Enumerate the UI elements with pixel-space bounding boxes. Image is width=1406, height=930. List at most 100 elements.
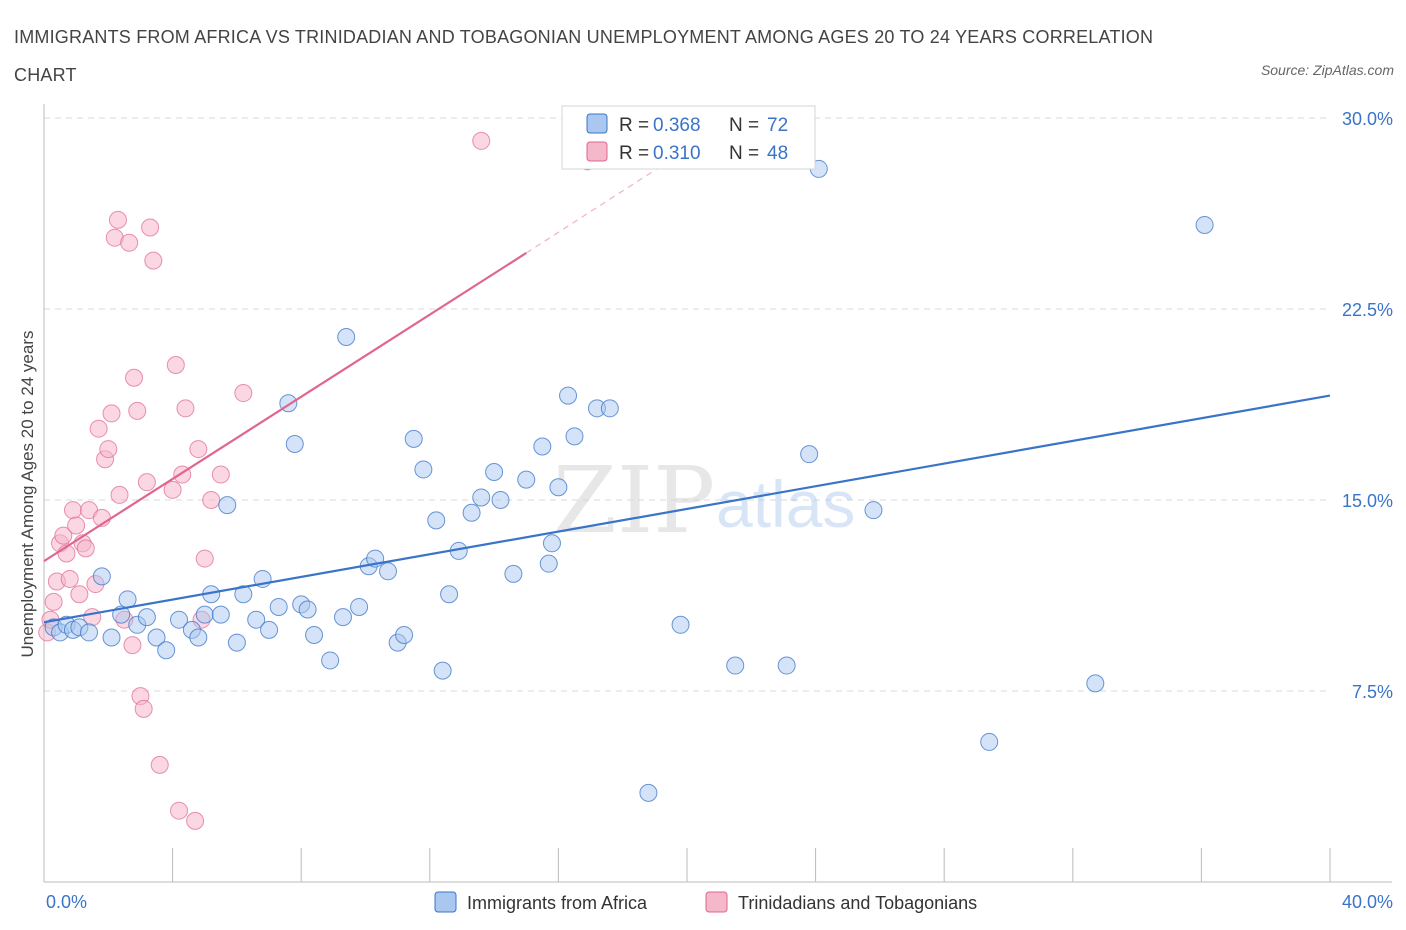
point-africa-9 xyxy=(118,590,137,609)
point-trinidadians-32 xyxy=(141,218,160,237)
legend-label-trinidad: Trinidadians and Tobagonians xyxy=(738,893,977,913)
point-africa-21 xyxy=(227,633,246,652)
stats-n-label-africa: N = xyxy=(729,115,759,136)
point-trinidadians-5 xyxy=(54,526,73,545)
point-trinidadians-41 xyxy=(189,440,208,459)
chart-title: IMMIGRANTS FROM AFRICA VS TRINIDADIAN AN… xyxy=(14,27,1154,85)
point-trinidadians-23 xyxy=(110,485,129,504)
point-trinidadians-37 xyxy=(170,801,189,820)
trendline-trinidadians-extension xyxy=(525,153,681,254)
point-africa-47 xyxy=(462,503,481,522)
stats-n-value-trinidad: 48 xyxy=(767,143,788,164)
point-trinidadians-45 xyxy=(234,384,253,403)
point-africa-61 xyxy=(600,399,619,418)
grid-lines xyxy=(44,117,1330,692)
point-trinidadians-16 xyxy=(89,419,108,438)
y-tick-label-3: 30.0% xyxy=(1342,109,1393,129)
trendline-trinidadians xyxy=(43,252,527,563)
point-trinidadians-8 xyxy=(63,501,82,520)
point-trinidadians-28 xyxy=(128,401,147,420)
point-africa-32 xyxy=(321,651,340,670)
point-africa-42 xyxy=(414,460,433,479)
point-africa-31 xyxy=(305,625,324,644)
point-africa-19 xyxy=(211,605,230,624)
series-trinidadians-points xyxy=(38,131,491,830)
point-africa-48 xyxy=(472,488,491,507)
point-africa-34 xyxy=(337,328,356,347)
point-africa-16 xyxy=(189,628,208,647)
point-trinidadians-26 xyxy=(123,636,142,655)
point-trinidadians-33 xyxy=(144,251,163,270)
point-trinidadians-20 xyxy=(102,404,121,423)
watermark-zip: ZIP xyxy=(553,447,715,554)
point-africa-17 xyxy=(195,605,214,624)
stats-r-value-africa: 0.368 xyxy=(653,115,701,136)
point-africa-50 xyxy=(491,491,510,509)
stats-r-value-trinidad: 0.310 xyxy=(653,143,701,164)
point-africa-55 xyxy=(542,534,561,553)
stats-swatch-africa xyxy=(586,113,608,134)
point-africa-30 xyxy=(298,600,317,619)
legend-swatch-africa xyxy=(434,891,457,913)
stats-legend: R = 0.368 N = 72 R = 0.310 N = 48 xyxy=(561,105,816,170)
point-africa-53 xyxy=(533,437,552,456)
point-africa-70 xyxy=(1086,674,1105,693)
point-trinidadians-31 xyxy=(137,473,156,492)
point-africa-33 xyxy=(333,608,352,627)
y-axis-label: Unemployment Among Ages 20 to 24 years xyxy=(18,331,37,658)
point-trinidadians-30 xyxy=(134,699,153,718)
point-trinidadians-7 xyxy=(60,569,79,588)
point-trinidadians-40 xyxy=(186,811,205,830)
point-africa-12 xyxy=(147,628,166,647)
point-africa-71 xyxy=(1195,215,1214,234)
point-trinidadians-27 xyxy=(125,368,144,387)
point-trinidadians-25 xyxy=(120,233,139,252)
point-africa-57 xyxy=(559,386,578,405)
point-trinidadians-35 xyxy=(163,480,182,499)
point-trinidadians-44 xyxy=(211,465,230,484)
point-africa-6 xyxy=(92,567,111,586)
point-africa-65 xyxy=(777,656,796,675)
stats-r-label-africa: R = xyxy=(619,115,649,136)
point-africa-63 xyxy=(671,615,690,634)
y-tick-label-2: 22.5% xyxy=(1342,300,1393,320)
point-africa-7 xyxy=(102,628,121,647)
point-africa-41 xyxy=(404,429,423,448)
point-trinidadians-36 xyxy=(166,356,185,375)
point-africa-52 xyxy=(517,470,536,489)
point-africa-51 xyxy=(504,564,523,583)
x-tick-labels: 0.0% 40.0% xyxy=(46,892,1393,912)
point-trinidadians-47 xyxy=(472,131,491,150)
point-africa-44 xyxy=(433,661,452,680)
point-africa-23 xyxy=(247,610,266,629)
point-trinidadians-39 xyxy=(176,399,195,418)
point-africa-62 xyxy=(639,783,658,802)
point-africa-69 xyxy=(980,732,999,751)
x-tick-label-min: 0.0% xyxy=(46,892,87,912)
point-africa-43 xyxy=(427,511,446,530)
point-trinidadians-43 xyxy=(202,491,221,509)
point-africa-22 xyxy=(234,585,253,604)
point-trinidadians-10 xyxy=(70,585,89,604)
legend-swatch-trinidad xyxy=(705,891,728,913)
watermark-atlas: atlas xyxy=(716,467,855,541)
point-africa-28 xyxy=(285,434,304,453)
y-tick-label-0: 7.5% xyxy=(1352,682,1393,702)
stats-swatch-trinidad xyxy=(586,141,608,162)
watermark: ZIP atlas xyxy=(553,447,855,554)
series-africa-points xyxy=(44,152,1214,802)
stats-n-label-trinidad: N = xyxy=(729,143,759,164)
point-africa-54 xyxy=(539,554,558,573)
point-africa-35 xyxy=(350,597,369,616)
point-africa-26 xyxy=(269,597,288,616)
point-africa-49 xyxy=(485,462,504,481)
y-tick-labels: 7.5% 15.0% 22.5% 30.0% xyxy=(1342,109,1393,702)
point-africa-64 xyxy=(726,656,745,675)
axes xyxy=(43,104,1392,883)
point-trinidadians-19 xyxy=(99,440,118,459)
legend-label-africa: Immigrants from Africa xyxy=(467,893,648,913)
point-trinidadians-22 xyxy=(108,210,127,229)
series-legend: Immigrants from Africa Trinidadians and … xyxy=(434,891,977,913)
point-africa-5 xyxy=(80,623,99,642)
